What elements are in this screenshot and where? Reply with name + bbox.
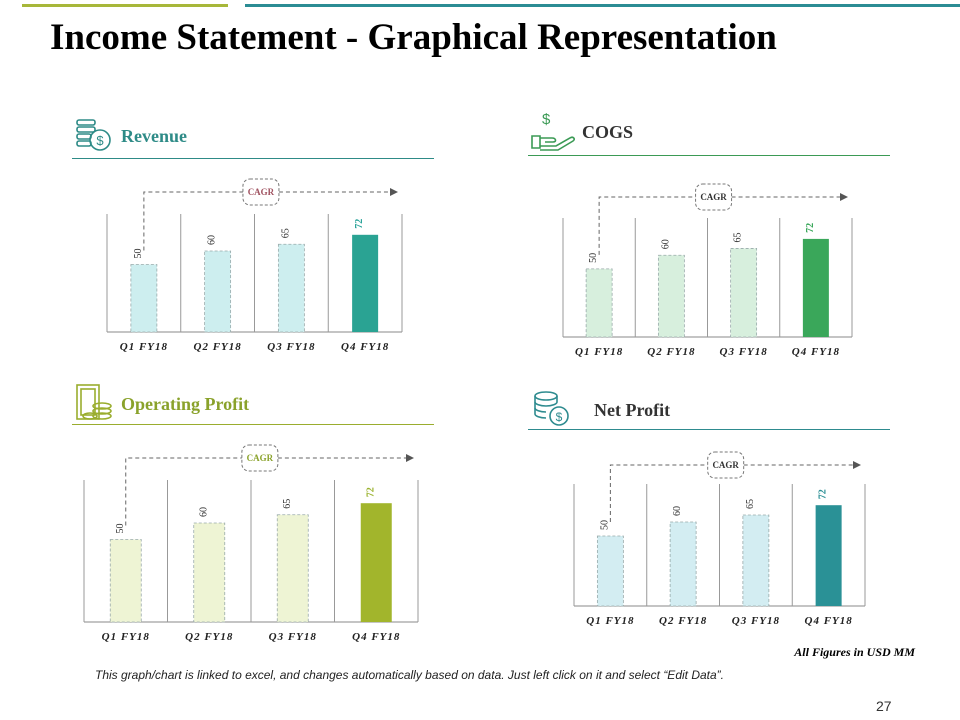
cagr-arrowhead xyxy=(390,188,398,196)
net-profit-panel: $ Net Profit 50 Q1 FY18 60 Q2 FY18 65 Q3 FY18… xyxy=(528,388,890,628)
units-note: All Figures in USD MM xyxy=(794,645,915,659)
cagr-arrowhead xyxy=(406,454,414,462)
cagr-badge xyxy=(707,451,745,479)
data-label: 65 xyxy=(733,232,744,242)
cagr-arrowhead xyxy=(840,193,848,201)
panel-divider xyxy=(72,424,434,425)
net-profit-bar-chart: 50 Q1 FY18 60 Q2 FY18 65 Q3 FY18 72 Q4 FY18 CAGR xyxy=(573,451,866,627)
footer-note: This graph/chart is linked to excel, and… xyxy=(95,668,724,682)
cagr-arrow-line xyxy=(143,191,243,251)
cagr-label: CAGR xyxy=(247,453,274,463)
panel-title: COGS xyxy=(582,122,634,142)
panel-title: Revenue xyxy=(121,126,187,146)
x-tick-label: Q4 FY18 xyxy=(341,341,389,353)
x-tick-label: Q1 FY18 xyxy=(586,615,634,627)
bar xyxy=(204,250,232,333)
cagr-arrowhead xyxy=(853,461,861,469)
data-label: 72 xyxy=(818,489,829,499)
x-tick-label: Q4 FY18 xyxy=(352,631,400,643)
bar xyxy=(657,254,685,338)
cagr-badge xyxy=(695,183,733,211)
coin-stack-dollar-icon: $ xyxy=(534,391,569,426)
x-tick-label: Q3 FY18 xyxy=(732,615,780,627)
cagr-badge xyxy=(241,444,279,472)
cagr-label: CAGR xyxy=(248,187,275,197)
operating-profit-bar-chart: 50 Q1 FY18 60 Q2 FY18 65 Q3 FY18 72 Q4 FY18 CAGR xyxy=(83,444,419,643)
data-label: 50 xyxy=(588,253,599,263)
operating-profit-panel: Operating Profit 50 Q1 FY18 60 Q2 FY18 65 Q3 … xyxy=(72,382,434,652)
bar xyxy=(730,248,758,338)
data-label: 60 xyxy=(672,506,683,516)
bar xyxy=(596,535,624,607)
svg-text:$: $ xyxy=(96,133,104,148)
cagr-badge xyxy=(242,178,280,206)
cogs-bar-chart: 50 Q1 FY18 60 Q2 FY18 65 Q3 FY18 72 Q4 FY18 CAGR xyxy=(562,183,853,358)
panel-divider xyxy=(528,155,890,156)
revenue-panel: $ Revenue 50 Q1 FY18 60 Q2 FY18 65 Q3 FY18 72 Q… xyxy=(72,114,434,364)
panel-header: Operating Profit xyxy=(72,382,434,428)
bar xyxy=(802,238,829,337)
data-label: 65 xyxy=(745,499,756,509)
bar xyxy=(815,505,842,606)
x-tick-label: Q4 FY18 xyxy=(805,615,853,627)
cagr-arrow-line xyxy=(125,457,242,526)
revenue-bar-chart: 50 Q1 FY18 60 Q2 FY18 65 Q3 FY18 72 Q4 FY18 CAGR xyxy=(106,178,403,353)
bar xyxy=(352,234,379,332)
x-tick-label: Q1 FY18 xyxy=(102,631,150,643)
cagr-label: CAGR xyxy=(700,192,727,202)
panel-header: $ COGS xyxy=(528,110,890,156)
panel-divider xyxy=(72,158,434,159)
data-label: 72 xyxy=(365,487,376,497)
bar xyxy=(742,514,770,607)
panel-divider xyxy=(528,429,890,430)
data-label: 50 xyxy=(115,524,126,534)
bar xyxy=(585,268,613,338)
cagr-label: CAGR xyxy=(712,460,739,470)
x-tick-label: Q1 FY18 xyxy=(120,341,168,353)
x-tick-label: Q3 FY18 xyxy=(720,346,768,358)
x-tick-label: Q2 FY18 xyxy=(659,615,707,627)
panel-title: Net Profit xyxy=(594,400,671,420)
data-label: 50 xyxy=(133,249,144,259)
bar xyxy=(130,264,158,333)
data-label: 60 xyxy=(198,507,209,517)
cagr-arrow-line xyxy=(609,464,708,522)
x-tick-label: Q1 FY18 xyxy=(575,346,623,358)
x-tick-label: Q2 FY18 xyxy=(194,341,242,353)
bar xyxy=(360,503,392,622)
top-accent-bar-right xyxy=(245,4,960,7)
bar xyxy=(277,243,305,333)
data-label: 72 xyxy=(354,219,365,229)
x-tick-label: Q2 FY18 xyxy=(647,346,695,358)
data-label: 65 xyxy=(282,499,293,509)
svg-text:$: $ xyxy=(556,410,563,424)
panel-header: $ Revenue xyxy=(72,114,434,160)
panel-title: Operating Profit xyxy=(121,394,250,414)
top-accent-bar-left xyxy=(22,4,228,7)
x-tick-label: Q3 FY18 xyxy=(267,341,315,353)
data-label: 65 xyxy=(280,228,291,238)
data-label: 50 xyxy=(599,520,610,530)
bar xyxy=(109,539,142,623)
page-number: 27 xyxy=(876,698,892,714)
data-label: 60 xyxy=(207,235,218,245)
x-tick-label: Q3 FY18 xyxy=(269,631,317,643)
bar xyxy=(193,522,226,623)
cogs-panel: $ COGS 50 Q1 FY18 60 Q2 FY18 65 Q3 FY18 72 Q4 F… xyxy=(528,110,890,370)
x-tick-label: Q4 FY18 xyxy=(792,346,840,358)
hand-dollar-icon: $ xyxy=(531,111,576,151)
data-label: 72 xyxy=(805,223,816,233)
x-tick-label: Q2 FY18 xyxy=(185,631,233,643)
page-title: Income Statement - Graphical Representat… xyxy=(50,17,777,58)
coins-dollar-icon: $ xyxy=(76,119,111,151)
bar xyxy=(669,521,697,607)
bar xyxy=(276,514,309,623)
cash-stack-icon xyxy=(76,384,112,420)
panel-header: $ Net Profit xyxy=(528,388,890,434)
svg-text:$: $ xyxy=(542,111,551,128)
data-label: 60 xyxy=(660,239,671,249)
cagr-arrow-line xyxy=(598,196,696,255)
